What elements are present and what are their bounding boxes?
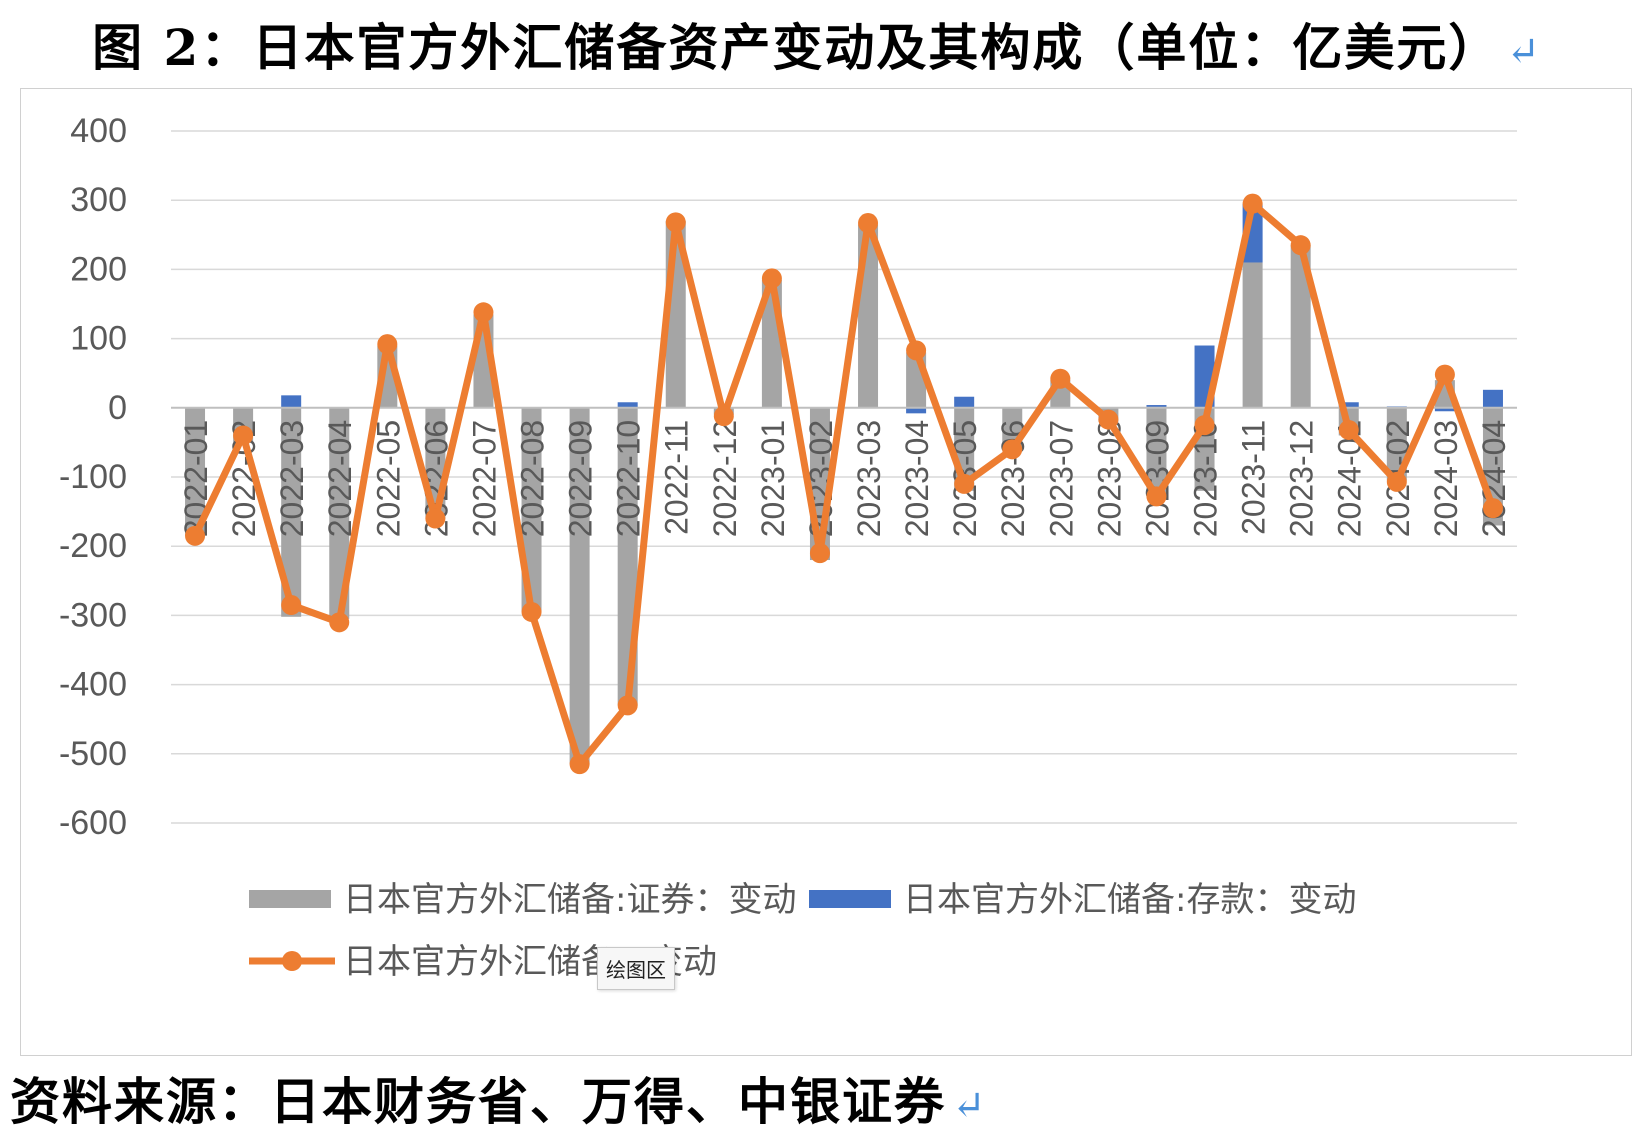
x-tick-label: 2022-03: [274, 420, 310, 537]
total-change-point: [954, 473, 975, 494]
total-change-point: [329, 612, 350, 633]
y-tick-label: -500: [59, 735, 127, 773]
figure-title: 图 2：日本官方外汇储备资产变动及其构成（单位：亿美元） ↵: [0, 8, 1634, 80]
total-change-point: [1242, 193, 1263, 214]
deposits-bar: [281, 395, 302, 408]
legend-swatch-total-marker: [282, 951, 302, 971]
securities-bar: [185, 407, 206, 536]
deposits-bar: [954, 396, 975, 408]
x-tick-label: 2023-01: [755, 420, 791, 537]
x-tick-label: 2022-09: [563, 420, 599, 537]
total-change-point: [281, 595, 302, 616]
total-change-point: [761, 268, 782, 289]
chart-area[interactable]: 400 300 200 100 0 -100 -200 -300 -400 -500 -600 202…: [20, 88, 1632, 1056]
securities-bar: [569, 407, 590, 765]
source-note: 资料来源：日本财务省、万得、中银证券 ↵: [10, 1062, 988, 1134]
legend-swatch-securities: [249, 890, 331, 908]
x-tick-label: 2022-04: [322, 420, 358, 537]
deposits-bar: [1146, 405, 1167, 408]
x-tick-label: 2023-04: [899, 420, 935, 537]
deposits-bar: [617, 402, 638, 408]
securities-bar: [281, 407, 302, 617]
legend-label: 日本官方外汇储备:证券：变动: [343, 880, 796, 920]
x-tick-label: 2022-10: [611, 420, 647, 537]
total-change-point: [377, 334, 398, 355]
x-tick-label: 2022-05: [370, 420, 406, 537]
total-change-point: [521, 601, 542, 622]
y-tick-label: 100: [70, 320, 127, 358]
y-tick-label: -400: [59, 666, 127, 704]
securities-bar: [1290, 245, 1311, 408]
chart-svg[interactable]: 400 300 200 100 0 -100 -200 -300 -400 -500 -600 202…: [21, 89, 1633, 1057]
total-change-line: [191, 200, 1497, 768]
return-mark-icon: ↵: [952, 1083, 988, 1129]
total-change-point: [425, 508, 446, 529]
plot-area-tooltip: 绘图区: [597, 947, 675, 990]
total-change-point: [1050, 368, 1071, 389]
total-change-point: [1002, 439, 1023, 460]
deposits-bar: [906, 407, 927, 414]
deposits-bar: [1482, 389, 1503, 408]
total-change-point: [1338, 419, 1359, 440]
total-change-point: [233, 425, 254, 446]
y-tick-label: -100: [59, 458, 127, 496]
total-change-point: [1194, 415, 1215, 436]
x-tick-label: 2023-06: [995, 420, 1031, 537]
y-tick-label: 0: [108, 389, 127, 427]
deposits-bar: [1434, 407, 1455, 412]
total-change-point: [617, 695, 638, 716]
securities-bar: [1146, 407, 1167, 498]
total-change-point: [1098, 409, 1119, 430]
x-tick-label: 2023-12: [1284, 420, 1320, 537]
x-tick-label: 2022-07: [466, 420, 502, 537]
x-tick-label: 2024-03: [1428, 420, 1464, 537]
x-tick-label: 2022-12: [707, 420, 743, 537]
y-tick-label: 300: [70, 181, 127, 219]
y-tick-label: -600: [59, 804, 127, 842]
x-tick-label: 2022-01: [178, 420, 214, 537]
x-tick-label: 2023-11: [1236, 420, 1272, 535]
total-change-point: [1146, 486, 1167, 507]
deposits-bar: [1338, 402, 1359, 408]
x-tick-label: 2023-07: [1043, 420, 1079, 537]
y-tick-label: -200: [59, 527, 127, 565]
y-tick-label: 400: [70, 112, 127, 150]
legend-swatch-deposits: [809, 890, 891, 908]
x-tick-label: 2023-03: [851, 420, 887, 537]
y-tick-label: 200: [70, 250, 127, 288]
return-mark-icon: ↵: [1506, 29, 1542, 75]
total-change-point: [906, 340, 927, 361]
total-change-point: [665, 212, 686, 233]
total-change-point: [473, 302, 494, 323]
total-change-point: [1482, 498, 1503, 519]
y-tick-label: -300: [59, 596, 127, 634]
total-change-point: [1434, 364, 1455, 385]
total-change-point: [713, 406, 734, 427]
legend-label: 日本官方外汇储备:存款：变动: [903, 880, 1356, 920]
total-change-point: [809, 543, 830, 564]
x-tick-label: 2022-08: [515, 420, 551, 537]
x-tick-label: 2022-11: [659, 420, 695, 535]
total-change-point: [858, 213, 879, 234]
total-change-point: [1386, 471, 1407, 492]
figure-title-text: 图 2：日本官方外汇储备资产变动及其构成（单位：亿美元）: [92, 18, 1501, 77]
securities-bar: [1242, 262, 1263, 408]
total-change-point: [185, 525, 206, 546]
securities-bar: [329, 407, 350, 619]
source-text: 资料来源：日本财务省、万得、中银证券: [10, 1072, 946, 1131]
total-change-point: [1290, 235, 1311, 256]
total-change-point: [569, 754, 590, 775]
